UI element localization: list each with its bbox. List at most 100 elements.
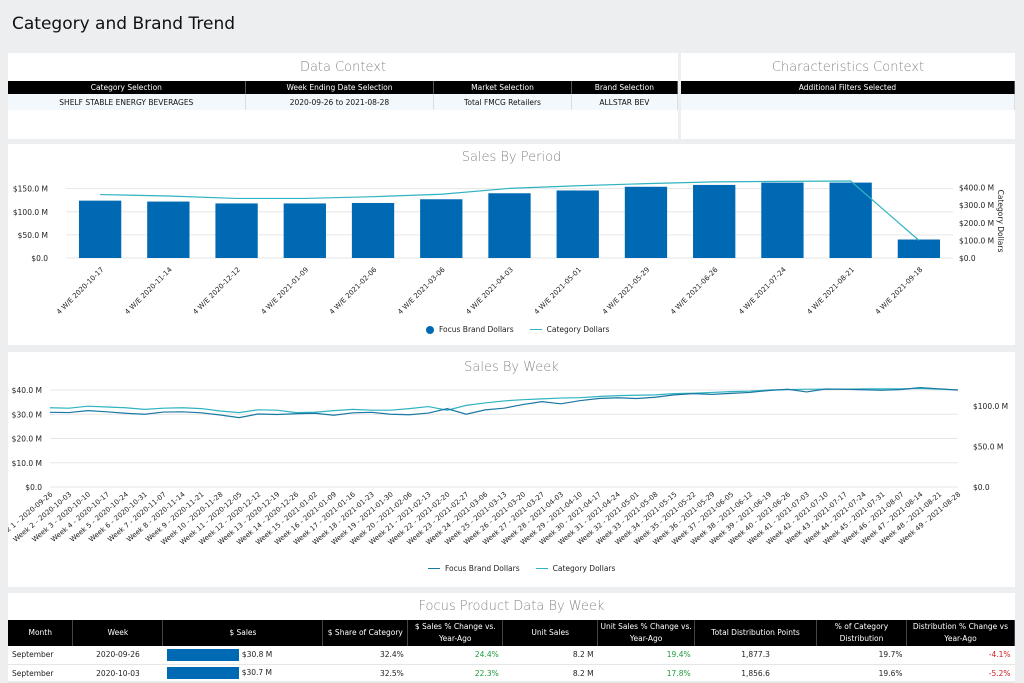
legend-label: Category Dollars [552, 564, 616, 573]
legend-label: Focus Brand Dollars [445, 564, 520, 573]
sales-change-cell: 22.3% [407, 664, 503, 683]
column-header-sales[interactable]: $ Sales [162, 620, 324, 646]
legend-category[interactable]: Category Dollars [529, 325, 610, 334]
y-axis-tick-label: $50.0 M [18, 231, 48, 240]
unit-sales-cell: 8.2 M [502, 664, 598, 683]
bar-focus-brand [283, 203, 326, 258]
sales-value: $30.7 M [241, 668, 273, 677]
column-header-unit-change[interactable]: Unit Sales % Change vs. Year-Ago [597, 620, 696, 646]
sales-change-cell: 24.4% [407, 646, 503, 665]
bar-focus-brand [78, 200, 122, 258]
x-axis-tick-label: 4 W/E 2021-01-09 [260, 266, 310, 316]
context-header: Week Ending Date Selection [245, 81, 435, 94]
series-line-category [100, 180, 920, 241]
data-context-panel: Data Context Category Selection Week End… [8, 53, 679, 139]
legend-label: Category Dollars [546, 325, 610, 334]
legend-dot-icon [426, 325, 434, 334]
tdp-cell: 1,877.3 [694, 646, 817, 665]
x-axis-tick-label: 4 W/E 2021-07-24 [737, 265, 788, 316]
share-cell: 32.5% [322, 664, 408, 683]
column-header-share[interactable]: $ Share of Category [322, 620, 409, 646]
x-axis-tick-label: 4 W/E 2021-03-06 [396, 265, 447, 316]
sales-by-week-title: Sales By Week [464, 360, 559, 375]
y-axis-tick-label: $40.0 M [12, 386, 42, 395]
y2-axis-label: Category Dollars [996, 190, 1005, 253]
legend-focus-brand[interactable]: Focus Brand Dollars [426, 325, 514, 334]
table-row[interactable]: September 2020-10-03 $30.7 M 32.5% 22.3%… [8, 664, 1015, 683]
page-title: Category and Brand Trend [12, 14, 236, 34]
column-header-unit-sales[interactable]: Unit Sales [502, 620, 599, 646]
unit-sales-cell: 8.2 M [502, 646, 598, 665]
y2-axis-tick-label: $200.0 M [959, 219, 994, 228]
category-selection-value[interactable]: SHELF STABLE ENERGY BEVERAGES [8, 94, 246, 110]
y2-axis-tick-label: $100.0 M [959, 236, 994, 245]
sales-bar [166, 667, 239, 679]
data-context-table: Category Selection Week Ending Date Sele… [8, 81, 679, 110]
x-axis-tick-label: 4 W/E 2021-09-18 [874, 266, 924, 316]
y-axis-tick-label: $10.0 M [12, 459, 42, 468]
sales-by-week-panel: Sales By Week $0.0 $10.0 M $20.0 M $30.0 M $… [8, 352, 1015, 587]
sales-value: $30.8 M [241, 649, 273, 659]
sales-bar [166, 648, 239, 661]
y2-axis-tick-label: $100.0 M [973, 402, 1008, 411]
month-cell: September [8, 646, 73, 665]
legend-line-icon [529, 328, 542, 331]
x-axis-tick-label: 4 W/E 2021-06-26 [669, 265, 720, 316]
brand-selection-value[interactable]: ALLSTAR BEV [571, 94, 679, 110]
sales-by-period-title: Sales By Period [461, 150, 562, 165]
sales-cell: $30.7 M [162, 664, 323, 683]
column-header-month[interactable]: Month [8, 620, 74, 646]
table-row[interactable]: September 2020-09-26 $30.8 M 32.4% 24.4%… [8, 646, 1015, 665]
y2-axis-tick-label: $0.0 [959, 254, 976, 263]
y-axis-tick-label: $100.0 M [13, 208, 48, 217]
week-ending-selection-value[interactable]: 2020-09-26 to 2021-08-28 [245, 94, 435, 110]
legend-category[interactable]: Category Dollars [535, 564, 616, 573]
legend-focus-brand[interactable]: Focus Brand Dollars [428, 564, 520, 573]
focus-product-panel: Focus Product Data By Week Month Week $ … [8, 593, 1016, 683]
legend-label: Focus Brand Dollars [439, 325, 514, 334]
bar-focus-brand [488, 193, 531, 258]
unit-change-cell: 19.4% [597, 646, 695, 665]
characteristics-table: Additional Filters Selected [681, 81, 1015, 110]
month-cell: September [8, 664, 73, 683]
y-axis-tick-label: $30.0 M [12, 410, 42, 419]
x-axis-tick-label: 4 W/E 2021-08-21 [806, 266, 856, 316]
category-distribution-cell: 19.6% [816, 664, 907, 683]
characteristics-context-panel: Characteristics Context Additional Filte… [681, 53, 1015, 139]
unit-change-cell: 17.8% [597, 664, 695, 683]
x-axis-tick-label: 4 W/E 2021-05-01 [533, 266, 583, 316]
y-axis-tick-label: $0.0 [31, 254, 48, 263]
legend-line-icon [535, 567, 548, 570]
category-distribution-cell: 19.7% [816, 646, 907, 665]
y2-axis-tick-label: $400.0 M [959, 184, 994, 193]
bar-focus-brand [897, 239, 941, 258]
x-axis-tick-label: 4 W/E 2021-05-29 [601, 266, 651, 316]
week-cell: 2020-10-03 [72, 664, 163, 683]
y2-axis-tick-label: $50.0 M [973, 443, 1003, 452]
series-line-focus-brand [49, 386, 959, 419]
column-header-category-distribution[interactable]: % of Category Distribution [816, 620, 907, 646]
y-axis-tick-label: $20.0 M [12, 435, 42, 444]
y2-axis-tick-label: $300.0 M [959, 201, 994, 210]
share-cell: 32.4% [322, 646, 408, 665]
x-axis-tick-label: 4 W/E 2020-11-14 [123, 265, 174, 316]
characteristics-context-title: Characteristics Context [771, 60, 925, 75]
distribution-change-cell: -4.1% [906, 646, 1015, 665]
column-header-distribution-change[interactable]: Distribution % Change vs Year-Ago [906, 620, 1016, 646]
market-selection-value[interactable]: Total FMCG Retailers [433, 94, 572, 110]
distribution-change-cell: -5.2% [906, 664, 1015, 683]
bar-focus-brand [624, 186, 668, 258]
context-header: Market Selection [433, 81, 572, 94]
focus-product-table: Month Week $ Sales $ Share of Category $… [8, 620, 1016, 683]
additional-filters-value[interactable] [681, 94, 1015, 110]
bar-focus-brand [147, 201, 190, 258]
x-axis-tick-label: 4 W/E 2020-10-17 [55, 266, 105, 316]
focus-product-title: Focus Product Data By Week [418, 599, 605, 614]
column-header-week[interactable]: Week [72, 620, 164, 646]
series-line-category [49, 387, 959, 414]
column-header-sales-change[interactable]: $ Sales % Change vs. Year-Ago [407, 620, 504, 646]
column-header-tdp[interactable]: Total Distribution Points [694, 620, 818, 646]
bar-focus-brand [351, 202, 395, 258]
bar-focus-brand [420, 199, 463, 258]
x-axis-tick-label: 4 W/E 2020-12-12 [192, 266, 242, 316]
